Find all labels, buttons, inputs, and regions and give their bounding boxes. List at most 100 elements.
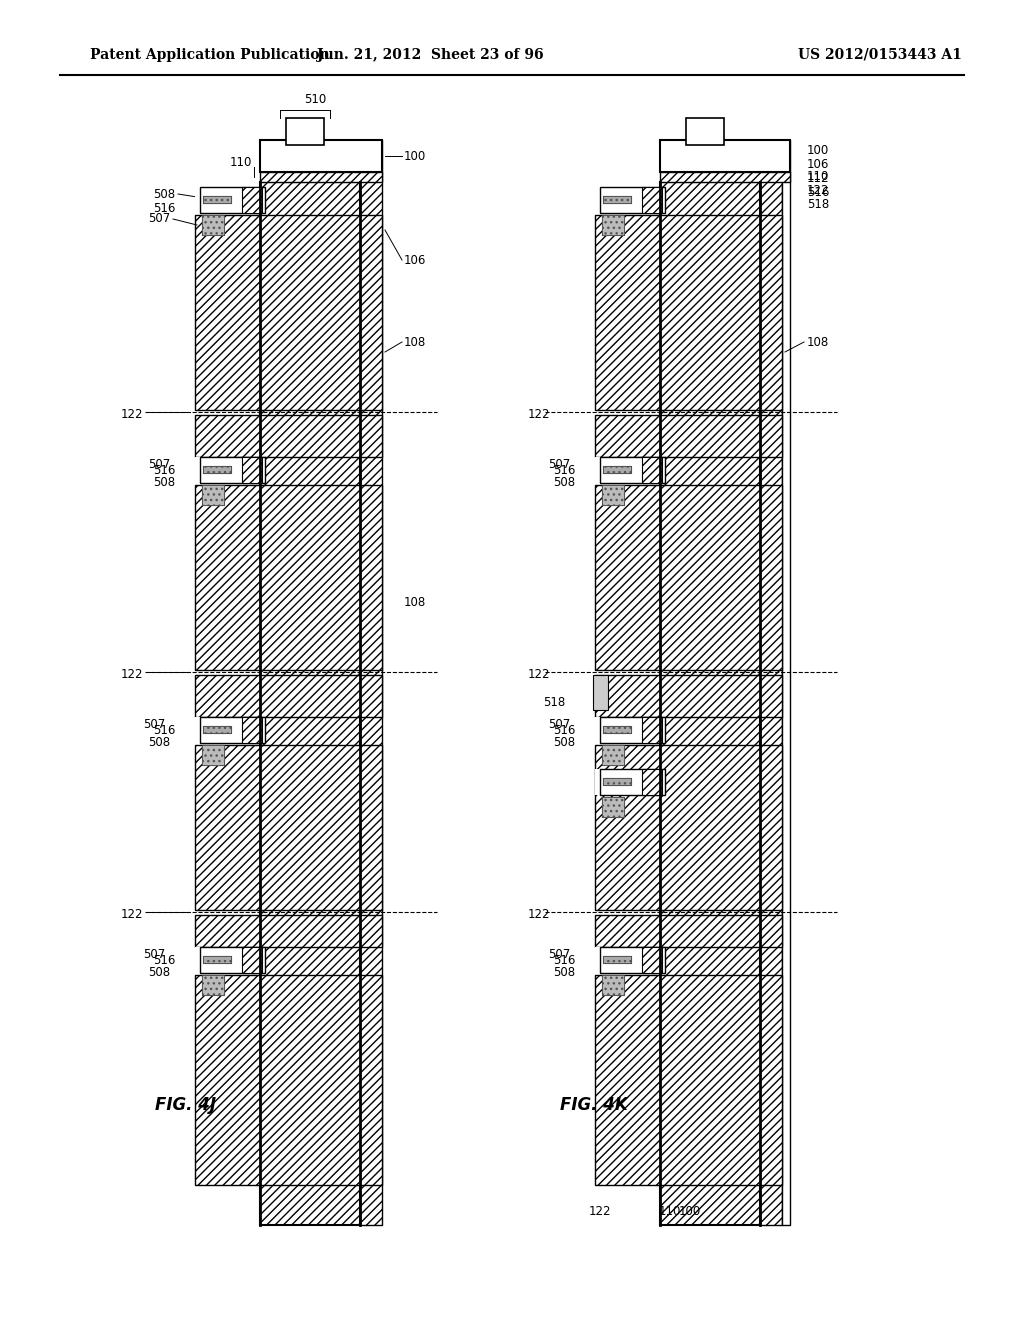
Text: 508: 508 xyxy=(153,477,175,490)
Bar xyxy=(203,956,231,964)
Bar xyxy=(760,140,782,1225)
Bar xyxy=(600,187,665,213)
Bar xyxy=(602,797,624,817)
Bar xyxy=(200,187,265,213)
Bar xyxy=(195,744,382,909)
Bar xyxy=(602,744,624,766)
Bar xyxy=(686,117,724,145)
Bar xyxy=(195,915,382,946)
Bar xyxy=(203,195,231,203)
Bar xyxy=(195,187,260,213)
Bar xyxy=(595,915,782,946)
Bar xyxy=(242,187,262,213)
Bar xyxy=(195,717,260,743)
Bar xyxy=(595,744,782,909)
Text: 516: 516 xyxy=(153,202,175,215)
Bar xyxy=(642,717,662,743)
Bar xyxy=(203,726,231,733)
Bar xyxy=(603,466,631,473)
Text: 122: 122 xyxy=(527,668,550,681)
Bar xyxy=(200,946,265,973)
Text: FIG. 4J: FIG. 4J xyxy=(155,1096,216,1114)
Text: 516: 516 xyxy=(553,465,575,478)
Text: 508: 508 xyxy=(553,477,575,490)
Bar xyxy=(595,414,782,457)
Text: Jun. 21, 2012  Sheet 23 of 96: Jun. 21, 2012 Sheet 23 of 96 xyxy=(316,48,544,62)
Text: 106: 106 xyxy=(404,253,426,267)
Bar xyxy=(595,946,660,973)
Bar xyxy=(603,956,631,964)
Text: 507: 507 xyxy=(548,718,570,731)
Text: 110: 110 xyxy=(807,170,829,183)
Text: 508: 508 xyxy=(153,187,175,201)
Bar xyxy=(202,744,224,766)
Text: 122: 122 xyxy=(589,1205,611,1218)
Bar xyxy=(203,726,231,733)
Bar xyxy=(202,484,224,506)
Bar xyxy=(603,777,631,785)
Bar xyxy=(600,946,665,973)
Bar xyxy=(602,797,624,817)
Bar xyxy=(600,457,665,483)
Bar xyxy=(603,726,631,733)
Text: 122: 122 xyxy=(527,908,550,921)
Bar xyxy=(242,457,262,483)
Text: 507: 507 xyxy=(147,458,170,471)
Bar xyxy=(195,946,260,973)
Text: 508: 508 xyxy=(147,737,170,750)
Bar xyxy=(642,770,662,795)
Bar xyxy=(642,187,662,213)
Text: 516: 516 xyxy=(153,954,175,968)
Text: 516: 516 xyxy=(807,186,829,198)
Bar xyxy=(603,956,631,964)
Bar xyxy=(602,215,624,235)
Bar xyxy=(603,466,631,473)
Bar xyxy=(595,484,782,671)
Bar xyxy=(203,466,231,473)
Bar xyxy=(595,975,782,1185)
Bar xyxy=(595,675,782,717)
Text: 518: 518 xyxy=(543,696,565,709)
Bar xyxy=(203,956,231,964)
Text: 516: 516 xyxy=(153,465,175,478)
Text: US 2012/0153443 A1: US 2012/0153443 A1 xyxy=(798,48,962,62)
Bar xyxy=(203,466,231,473)
Text: 110: 110 xyxy=(229,156,252,169)
Bar xyxy=(600,717,665,743)
Text: 507: 507 xyxy=(142,718,165,731)
Text: 100: 100 xyxy=(807,144,829,157)
Bar xyxy=(202,215,224,235)
Text: 516: 516 xyxy=(553,725,575,738)
Bar xyxy=(603,195,631,203)
Bar xyxy=(202,975,224,995)
Text: 122: 122 xyxy=(121,408,143,421)
Bar xyxy=(603,777,631,785)
Bar xyxy=(195,975,382,1185)
Bar xyxy=(360,140,382,1225)
Bar xyxy=(195,484,382,671)
Bar xyxy=(202,744,224,766)
Text: 110: 110 xyxy=(658,1205,681,1218)
Bar xyxy=(595,457,660,483)
Text: 100: 100 xyxy=(404,149,426,162)
Bar xyxy=(242,946,262,973)
Bar xyxy=(602,744,624,766)
Bar xyxy=(602,215,624,235)
Bar xyxy=(642,946,662,973)
Text: 510: 510 xyxy=(304,92,326,106)
Text: 507: 507 xyxy=(548,949,570,961)
Bar xyxy=(642,457,662,483)
Text: 516: 516 xyxy=(553,954,575,968)
Text: 516: 516 xyxy=(153,725,175,738)
Bar xyxy=(595,717,660,743)
Bar xyxy=(595,770,660,795)
Bar xyxy=(242,717,262,743)
Bar xyxy=(602,484,624,506)
Bar xyxy=(195,457,260,483)
Bar xyxy=(202,215,224,235)
Bar xyxy=(660,140,790,172)
Text: 122: 122 xyxy=(121,908,143,921)
Text: 108: 108 xyxy=(404,335,426,348)
Bar xyxy=(660,182,760,1225)
Bar xyxy=(260,172,382,182)
